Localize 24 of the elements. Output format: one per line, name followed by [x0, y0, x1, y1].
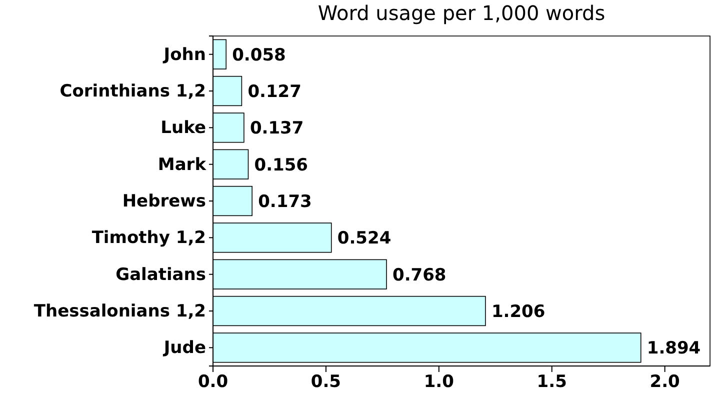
x-tick-label: 0.5 — [310, 372, 342, 392]
data-label: 0.768 — [392, 265, 446, 286]
y-tick-label: John — [162, 44, 206, 65]
y-tick-label: Timothy 1,2 — [92, 228, 206, 248]
data-label: 0.137 — [250, 118, 304, 139]
x-tick-label: 0.0 — [198, 372, 228, 392]
x-tick-label: 1.5 — [536, 372, 567, 392]
chart-title: Word usage per 1,000 words — [318, 1, 606, 25]
data-label: 1.206 — [491, 302, 546, 322]
y-tick-label: Mark — [158, 154, 207, 175]
y-tick-label: Corinthians 1,2 — [60, 81, 206, 102]
x-tick-label: 2.0 — [650, 372, 680, 392]
data-label: 0.156 — [254, 155, 308, 176]
data-label: 0.127 — [248, 82, 302, 102]
data-label: 0.058 — [232, 45, 286, 66]
data-label: 1.894 — [646, 338, 701, 359]
data-label: 0.173 — [258, 192, 312, 212]
y-tick-label: Luke — [160, 118, 206, 138]
y-tick-label: Galatians — [116, 264, 206, 285]
x-tick-label: 1.0 — [424, 372, 454, 392]
y-tick-label: Jude — [162, 338, 206, 358]
y-tick-label: Hebrews — [122, 191, 206, 212]
data-label: 0.524 — [337, 228, 392, 249]
y-tick-label: Thessalonians 1,2 — [34, 301, 206, 322]
